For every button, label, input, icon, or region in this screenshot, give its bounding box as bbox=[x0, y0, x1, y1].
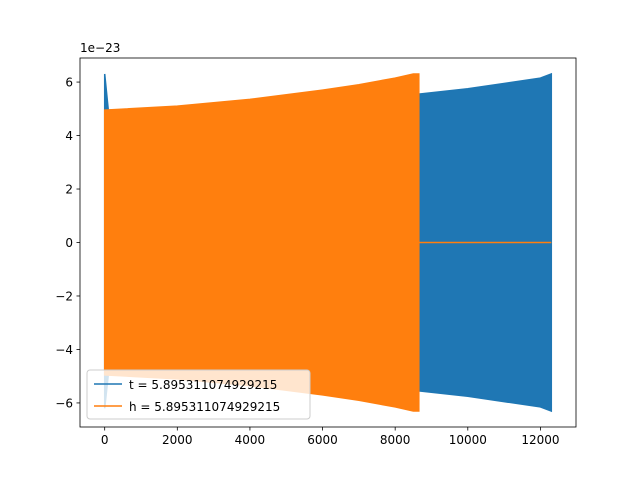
y-tick-label: 4 bbox=[65, 129, 73, 143]
y-tick-label: −4 bbox=[55, 343, 73, 357]
y-tick-label: −2 bbox=[55, 289, 73, 303]
legend-box bbox=[86, 369, 311, 420]
legend: t = 5.895311074929215 h = 5.895311074929… bbox=[86, 369, 311, 420]
y-tick-label: 0 bbox=[65, 236, 73, 250]
x-tick-label: 10000 bbox=[449, 433, 487, 447]
series-layer bbox=[103, 72, 553, 413]
y-axis: −6 −4 −2 0 2 4 6 bbox=[55, 76, 80, 410]
x-tick-label: 2000 bbox=[162, 433, 193, 447]
legend-label-h: h = 5.895311074929215 bbox=[129, 400, 280, 414]
y-tick-label: 2 bbox=[65, 183, 73, 197]
series-h-oscillation bbox=[103, 73, 420, 412]
x-tick-label: 0 bbox=[101, 433, 109, 447]
x-tick-label: 6000 bbox=[307, 433, 338, 447]
x-tick-label: 8000 bbox=[380, 433, 411, 447]
x-tick-label: 12000 bbox=[521, 433, 559, 447]
y-axis-offset-label: 1e−23 bbox=[80, 41, 120, 55]
x-tick-label: 4000 bbox=[235, 433, 266, 447]
y-tick-label: 6 bbox=[65, 76, 73, 90]
x-axis: 0 2000 4000 6000 8000 10000 12000 bbox=[101, 427, 560, 447]
legend-label-t: t = 5.895311074929215 bbox=[129, 378, 277, 392]
y-tick-label: −6 bbox=[55, 396, 73, 410]
